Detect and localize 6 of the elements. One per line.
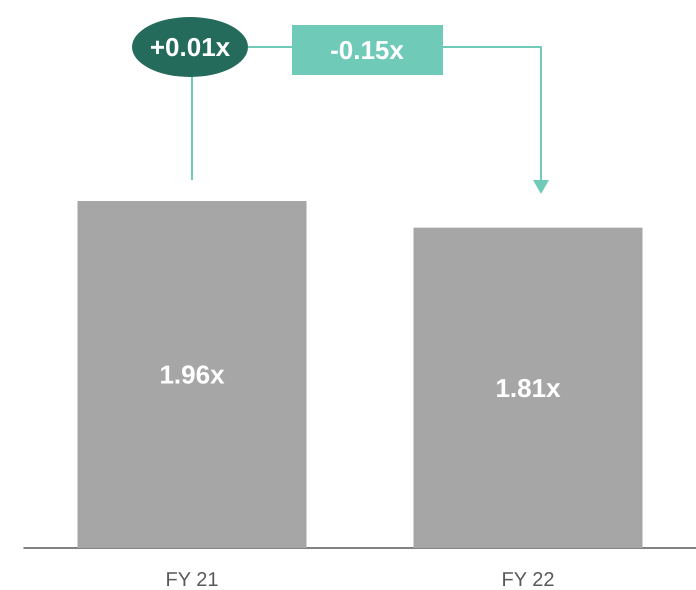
x-tick-label: FY 22 (502, 569, 554, 590)
data-label: 1.96x (159, 360, 226, 390)
x-tick-label: FY 21 (166, 569, 218, 590)
text: -0.15x (330, 35, 404, 65)
text: +0.01x (150, 32, 231, 62)
data-label: 1.81x (495, 372, 562, 403)
